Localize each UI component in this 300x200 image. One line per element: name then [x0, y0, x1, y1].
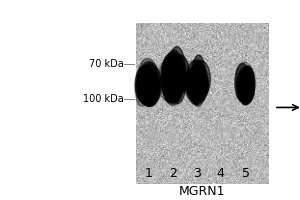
- Ellipse shape: [189, 64, 204, 105]
- Ellipse shape: [188, 72, 208, 100]
- Ellipse shape: [162, 56, 178, 92]
- Text: 4: 4: [217, 167, 224, 180]
- Ellipse shape: [162, 57, 178, 102]
- Ellipse shape: [158, 59, 179, 101]
- Ellipse shape: [242, 66, 255, 101]
- Ellipse shape: [135, 69, 148, 106]
- Ellipse shape: [185, 60, 204, 98]
- Ellipse shape: [140, 71, 157, 100]
- Ellipse shape: [190, 65, 206, 107]
- Ellipse shape: [185, 68, 207, 100]
- Ellipse shape: [142, 63, 157, 105]
- Ellipse shape: [161, 52, 184, 103]
- Text: 3: 3: [193, 167, 200, 180]
- Ellipse shape: [165, 50, 182, 100]
- Ellipse shape: [237, 66, 254, 105]
- Ellipse shape: [240, 68, 252, 100]
- Ellipse shape: [192, 55, 206, 98]
- Ellipse shape: [235, 63, 250, 102]
- Ellipse shape: [237, 79, 254, 103]
- Ellipse shape: [186, 60, 207, 105]
- Ellipse shape: [162, 64, 183, 105]
- Ellipse shape: [236, 62, 253, 95]
- Ellipse shape: [186, 66, 206, 97]
- Text: MGRN1: MGRN1: [178, 185, 225, 198]
- Ellipse shape: [184, 70, 204, 101]
- Ellipse shape: [238, 72, 253, 99]
- Ellipse shape: [137, 62, 161, 107]
- Ellipse shape: [137, 58, 158, 99]
- Ellipse shape: [240, 70, 250, 104]
- Ellipse shape: [169, 55, 189, 94]
- Ellipse shape: [161, 53, 183, 103]
- Ellipse shape: [138, 65, 154, 105]
- Ellipse shape: [190, 60, 210, 98]
- Ellipse shape: [242, 69, 252, 99]
- Ellipse shape: [241, 66, 255, 103]
- Ellipse shape: [192, 61, 205, 99]
- Ellipse shape: [138, 69, 159, 106]
- Ellipse shape: [244, 72, 253, 101]
- Text: 5: 5: [242, 167, 250, 180]
- Ellipse shape: [168, 55, 186, 104]
- Ellipse shape: [135, 66, 156, 104]
- Text: 2: 2: [169, 167, 177, 180]
- Ellipse shape: [141, 70, 160, 107]
- Ellipse shape: [167, 57, 179, 102]
- Text: 1: 1: [145, 167, 153, 180]
- Ellipse shape: [240, 68, 251, 105]
- Text: 70 kDa: 70 kDa: [89, 59, 124, 69]
- Ellipse shape: [236, 69, 254, 103]
- Ellipse shape: [169, 54, 183, 101]
- Ellipse shape: [192, 65, 208, 102]
- Ellipse shape: [139, 65, 162, 105]
- Ellipse shape: [136, 69, 160, 104]
- Ellipse shape: [169, 47, 185, 96]
- Ellipse shape: [138, 70, 160, 101]
- Ellipse shape: [165, 61, 183, 95]
- Ellipse shape: [190, 72, 202, 104]
- Ellipse shape: [138, 64, 158, 101]
- Text: 100 kDa: 100 kDa: [83, 94, 124, 104]
